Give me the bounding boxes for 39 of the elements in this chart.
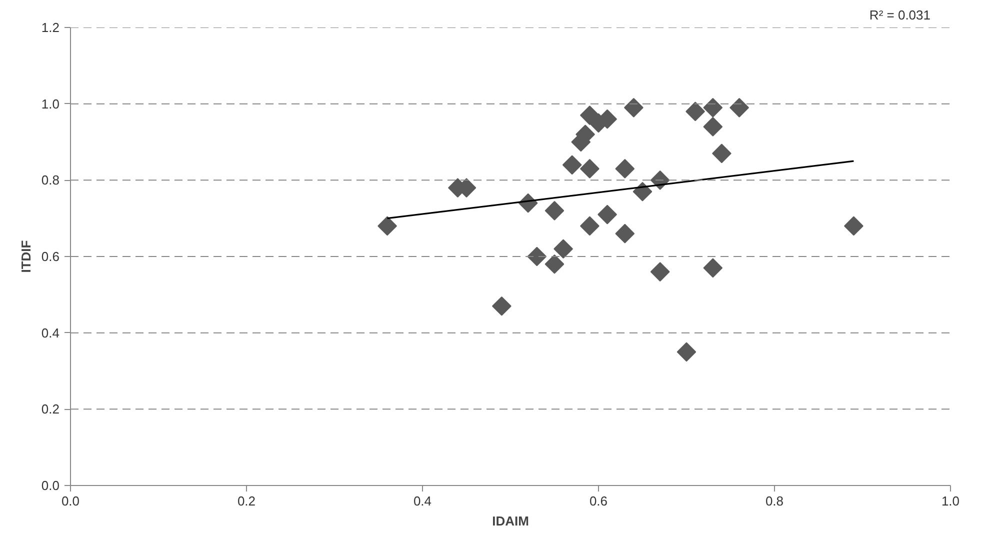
x-tick-label: 0.4 [413,494,432,508]
point [544,201,564,220]
y-tick-label: 0.2 [41,402,60,417]
point [844,216,864,236]
point [730,98,749,118]
point [378,216,397,236]
x-tick-label: 0.2 [237,494,256,508]
point [580,159,600,178]
point [632,182,652,202]
point [562,155,582,175]
x-tick-label: 0.0 [61,494,80,508]
point [598,204,617,224]
point [615,159,635,178]
point [580,216,600,236]
y-axis-title: ITDIF [18,240,34,273]
x-tick-label: 0.6 [589,494,608,508]
y-tick-label: 0.0 [41,478,60,493]
y-tick-label: 1.2 [41,20,60,35]
x-tick-label: 1.0 [941,494,960,508]
point [624,98,644,118]
point [554,239,573,259]
point [676,342,696,362]
y-tick-label: 0.8 [41,172,60,188]
point [615,224,635,244]
point [703,258,723,278]
point [544,254,564,274]
point [712,144,732,164]
point [703,117,723,136]
text: R² = 0.031 [869,8,931,22]
y-tick-label: 0.4 [41,325,60,340]
point [527,246,547,266]
x-axis-title: IDAIM [492,514,529,528]
point [686,102,705,122]
y-tick-label: 1.0 [41,96,60,112]
point [492,296,512,316]
y-tick-label: 0.6 [41,249,60,264]
point [703,98,723,118]
x-tick-label: 0.8 [765,494,784,508]
point [650,262,670,282]
